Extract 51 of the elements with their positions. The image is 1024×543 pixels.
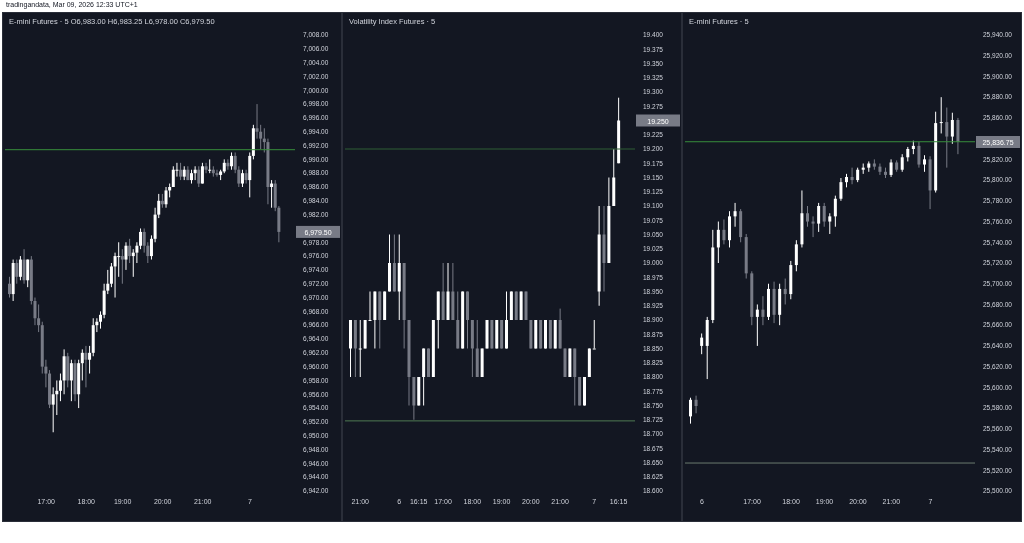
candlestick [755,303,759,347]
candlestick [368,291,372,321]
candlestick [15,259,19,285]
candlestick [822,202,826,228]
candlestick [783,278,787,305]
candlestick [358,319,362,378]
candlestick [722,218,726,245]
candlestick [806,205,809,228]
candlestick [208,158,212,174]
candlestick [733,202,737,228]
candlestick [8,276,11,299]
candlestick [956,117,960,155]
candlestick [689,397,692,425]
candlestick [811,215,815,238]
candlestick [592,319,596,350]
candlestick [850,167,854,185]
candlestick [204,162,208,174]
candlestick [124,241,128,271]
candlestick [270,179,274,209]
candlestick [22,248,26,285]
candlestick [80,348,84,381]
candlestick [197,165,201,188]
candlestick [200,162,204,185]
candlestick [226,158,230,171]
candlestick [18,255,22,281]
candlestick [84,345,88,388]
candlestick [761,295,765,326]
candlestick [215,169,219,178]
candlestick [26,259,30,288]
candlestick [120,248,124,285]
candlestick [939,96,943,134]
candlestick [69,359,73,402]
candlestick [700,332,704,355]
candlestick [917,141,921,169]
candlestick [878,163,882,176]
candlestick [828,212,832,235]
candlestick [128,238,132,264]
candlestick [694,395,698,414]
candlestick [945,107,949,169]
candlestick [88,345,92,375]
candlestick [817,202,821,233]
candlestick [244,169,248,185]
candlestick [164,186,168,209]
candlestick [833,195,837,228]
candlestick [839,177,843,202]
candlestick [193,165,197,181]
candlestick [950,112,954,145]
candlestick [117,241,121,278]
candlestick [728,210,731,248]
candlestick [716,221,720,264]
candlestick [794,239,798,272]
